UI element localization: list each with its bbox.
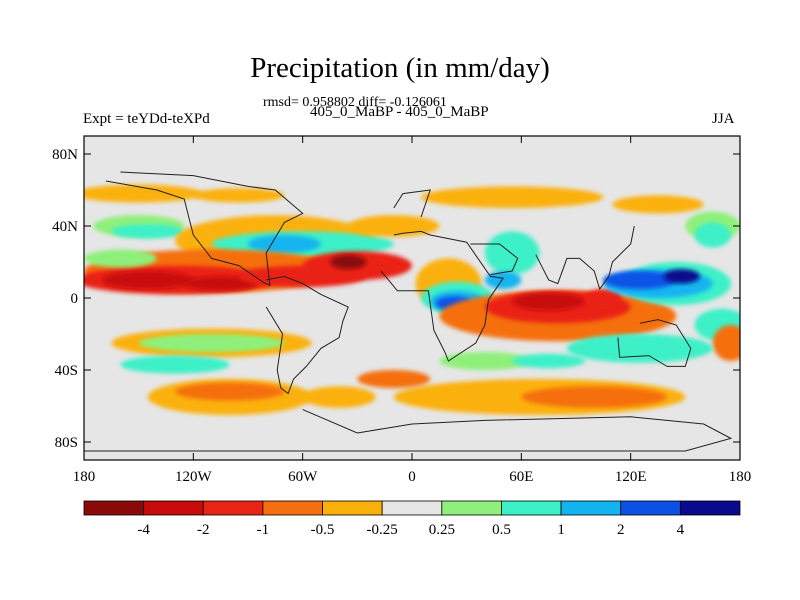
coastlines <box>84 171 733 452</box>
coastline-3 <box>393 189 431 218</box>
colorbar-label-3: -0.5 <box>311 522 335 538</box>
precip-anomaly-43 <box>512 353 586 369</box>
precip-anomaly-2 <box>421 186 604 208</box>
precip-anomaly-3 <box>612 195 704 214</box>
chart-title: Precipitation (in mm/day) <box>250 52 550 84</box>
precip-anomaly-14 <box>184 276 258 291</box>
precip-anomaly-32 <box>663 269 700 284</box>
colorbar-label-2: -1 <box>257 522 270 538</box>
coastline-2 <box>380 230 504 362</box>
colorbar-swatch-2 <box>202 500 264 516</box>
colorbar-swatch-4 <box>322 500 383 516</box>
colorbar-swatch-0 <box>83 500 145 516</box>
y-tick-label-3: 40S <box>55 363 78 379</box>
x-tick-label-3: 0 <box>408 469 416 485</box>
coastline-5 <box>535 225 635 291</box>
precip-anomaly-42 <box>439 352 531 370</box>
precip-anomaly-13 <box>102 271 194 289</box>
precip-field <box>84 184 740 415</box>
precip-anomaly-27 <box>512 292 586 311</box>
x-tick-label-4: 60E <box>509 469 533 485</box>
precip-anomaly-36 <box>566 334 713 363</box>
experiment-label: Expt = teYDd-teXPd <box>83 111 210 127</box>
stats-text: rmsd= 0.958802 diff= -0.126061 <box>263 95 447 110</box>
colorbar-swatch-5 <box>381 500 443 516</box>
colorbar-swatch-8 <box>560 500 622 516</box>
colorbar-label-8: 2 <box>617 522 625 538</box>
precip-anomaly-17 <box>330 254 367 270</box>
precip-anomaly-45 <box>521 386 668 408</box>
coastline-4 <box>470 243 519 276</box>
colorbar: -4 -2 -1 -0.5 -0.25 0.25 0.5 1 2 4 <box>83 500 741 538</box>
coastline-0 <box>105 171 304 287</box>
colorbar-label-6: 0.5 <box>492 522 511 538</box>
precip-anomaly-28 <box>585 289 622 307</box>
coastline-1 <box>265 275 349 395</box>
coastline-6 <box>617 319 692 367</box>
colorbar-label-7: 1 <box>557 522 565 538</box>
colorbar-label-5: 0.25 <box>429 522 455 538</box>
precip-anomaly-18 <box>84 249 157 268</box>
chart-subtitle: 405_0_MaBP - 405_0_MaBP <box>310 104 489 120</box>
colorbar-swatch-7 <box>501 500 562 516</box>
y-tick-label-2: 0 <box>71 291 79 307</box>
precip-anomaly-9 <box>248 235 321 253</box>
precip-anomaly-24 <box>484 271 522 289</box>
colorbar-swatch-1 <box>143 500 204 516</box>
colorbar-label-4: -0.25 <box>367 522 398 538</box>
colorbar-label-9: 4 <box>677 522 685 538</box>
colorbar-swatch-3 <box>262 500 323 516</box>
precip-anomaly-35 <box>712 325 740 361</box>
precip-anomaly-23 <box>484 231 540 275</box>
precip-anomaly-6 <box>111 224 185 239</box>
x-tick-label-2: 60W <box>288 469 318 485</box>
y-tick-label-1: 40N <box>52 219 78 235</box>
colorbar-swatch-6 <box>441 500 502 516</box>
precip-anomaly-33 <box>694 222 731 248</box>
colorbar-swatch-10 <box>679 500 741 516</box>
precip-anomaly-41 <box>175 382 285 401</box>
precip-anomaly-46 <box>357 370 431 388</box>
axes: 180 120W 60W 0 60E 120E 180 80N 40N 0 40S 80S <box>52 136 751 485</box>
precip-anomaly-39 <box>120 355 230 374</box>
x-tick-label-6: 180 <box>729 469 752 485</box>
y-tick-label-0: 80N <box>52 147 78 163</box>
y-tick-label-4: 80S <box>55 435 78 451</box>
season-label: JJA <box>712 111 735 127</box>
colorbar-label-1: -2 <box>197 522 210 538</box>
x-tick-label-0: 180 <box>73 469 96 485</box>
precip-anomaly-38 <box>138 334 285 352</box>
colorbar-swatch-9 <box>620 500 681 516</box>
precip-anomaly-47 <box>302 386 376 408</box>
colorbar-label-0: -4 <box>137 522 150 538</box>
precip-anomaly-0 <box>84 184 203 203</box>
x-tick-label-5: 120E <box>615 469 647 485</box>
x-tick-label-1: 120W <box>175 469 213 485</box>
precip-anomaly-31 <box>603 271 677 289</box>
coastline-7 <box>84 409 733 452</box>
precip-anomaly-1 <box>193 188 285 203</box>
